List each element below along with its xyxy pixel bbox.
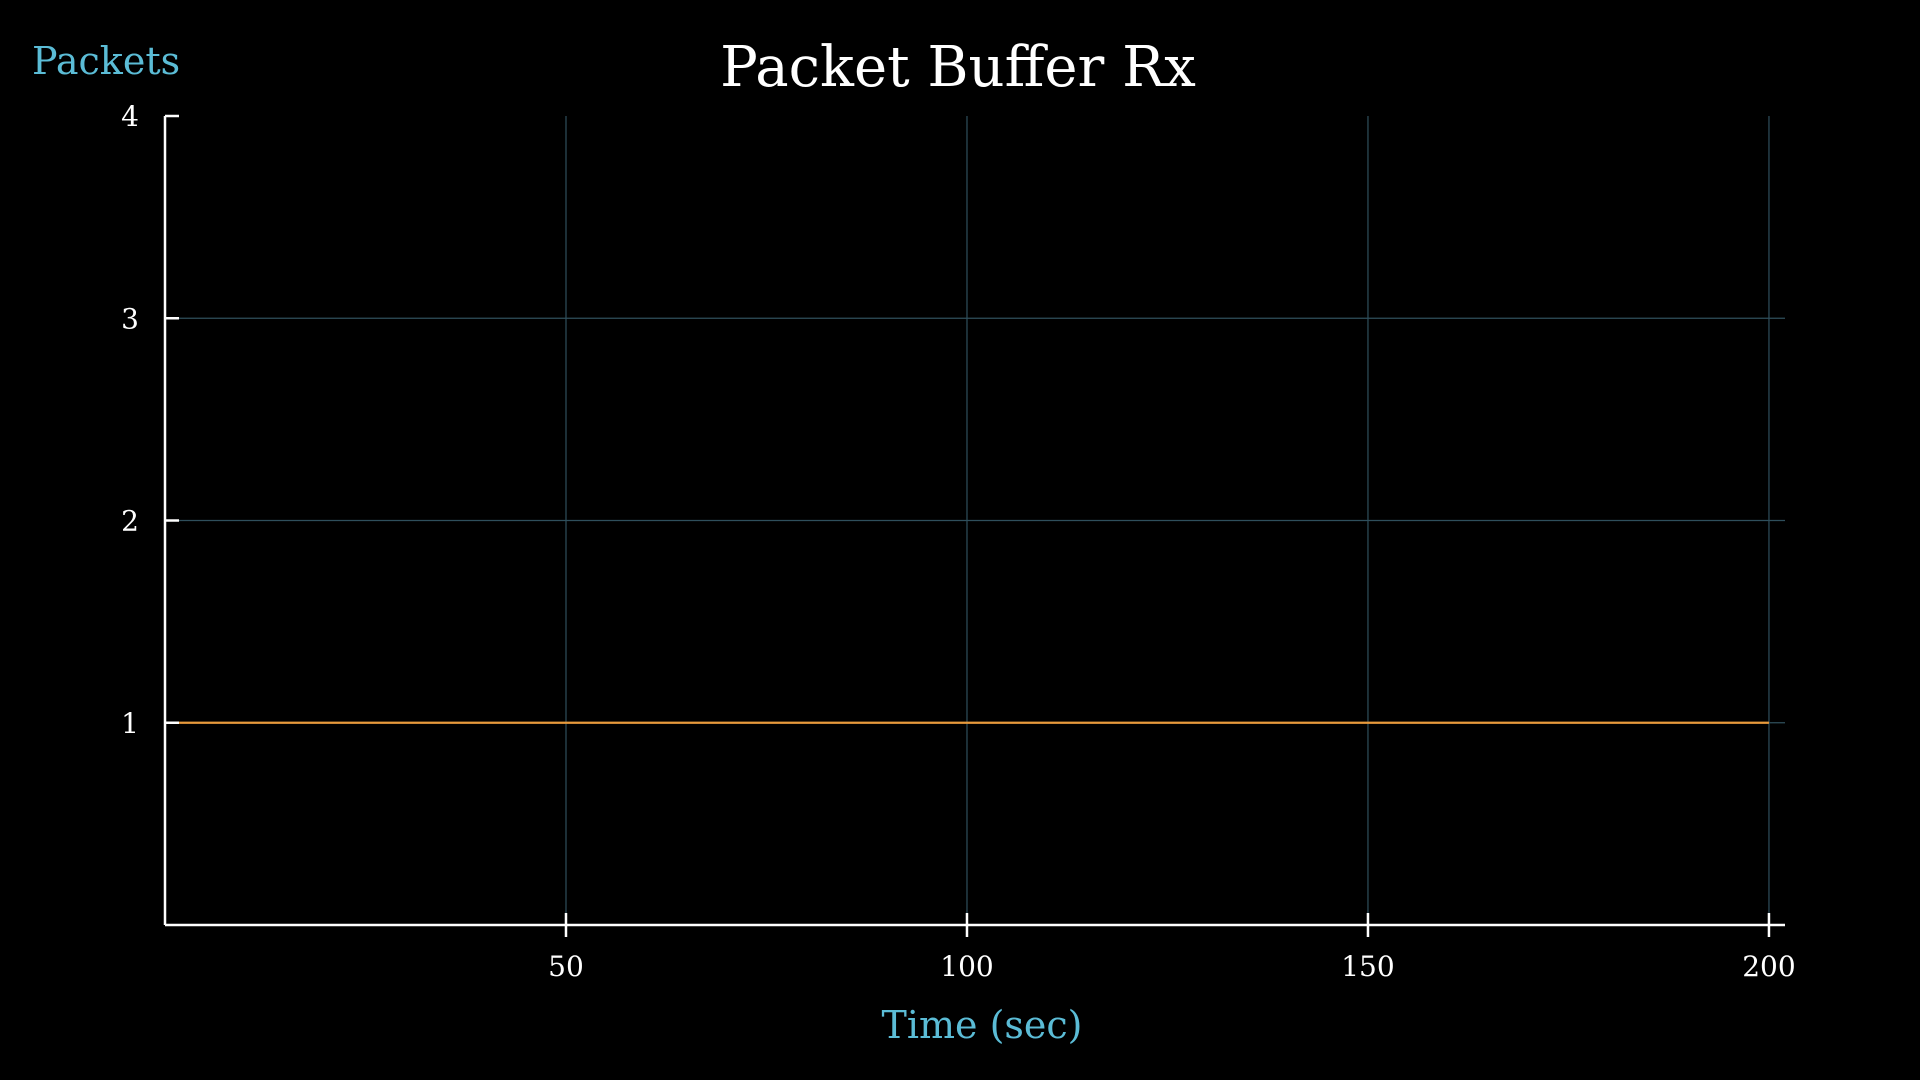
chart-title: Packet Buffer Rx [720, 35, 1196, 100]
x-axis-label: Time (sec) [881, 1003, 1082, 1047]
y-tick-label-1: 2 [121, 505, 139, 538]
y-axis-label: Packets [32, 39, 180, 83]
x-tick-label-2: 150 [1341, 950, 1394, 983]
x-tick-label-3: 200 [1742, 950, 1795, 983]
y-tick-label-2: 3 [121, 302, 139, 335]
axes [163, 114, 1785, 937]
tick-labels: 1 2 3 4 50 100 150 200 [121, 100, 1796, 983]
x-tick-label-0: 50 [548, 950, 584, 983]
x-tick-label-1: 100 [940, 950, 993, 983]
y-tick-label-0: 1 [121, 707, 139, 740]
y-tick-label-3: 4 [121, 100, 139, 133]
